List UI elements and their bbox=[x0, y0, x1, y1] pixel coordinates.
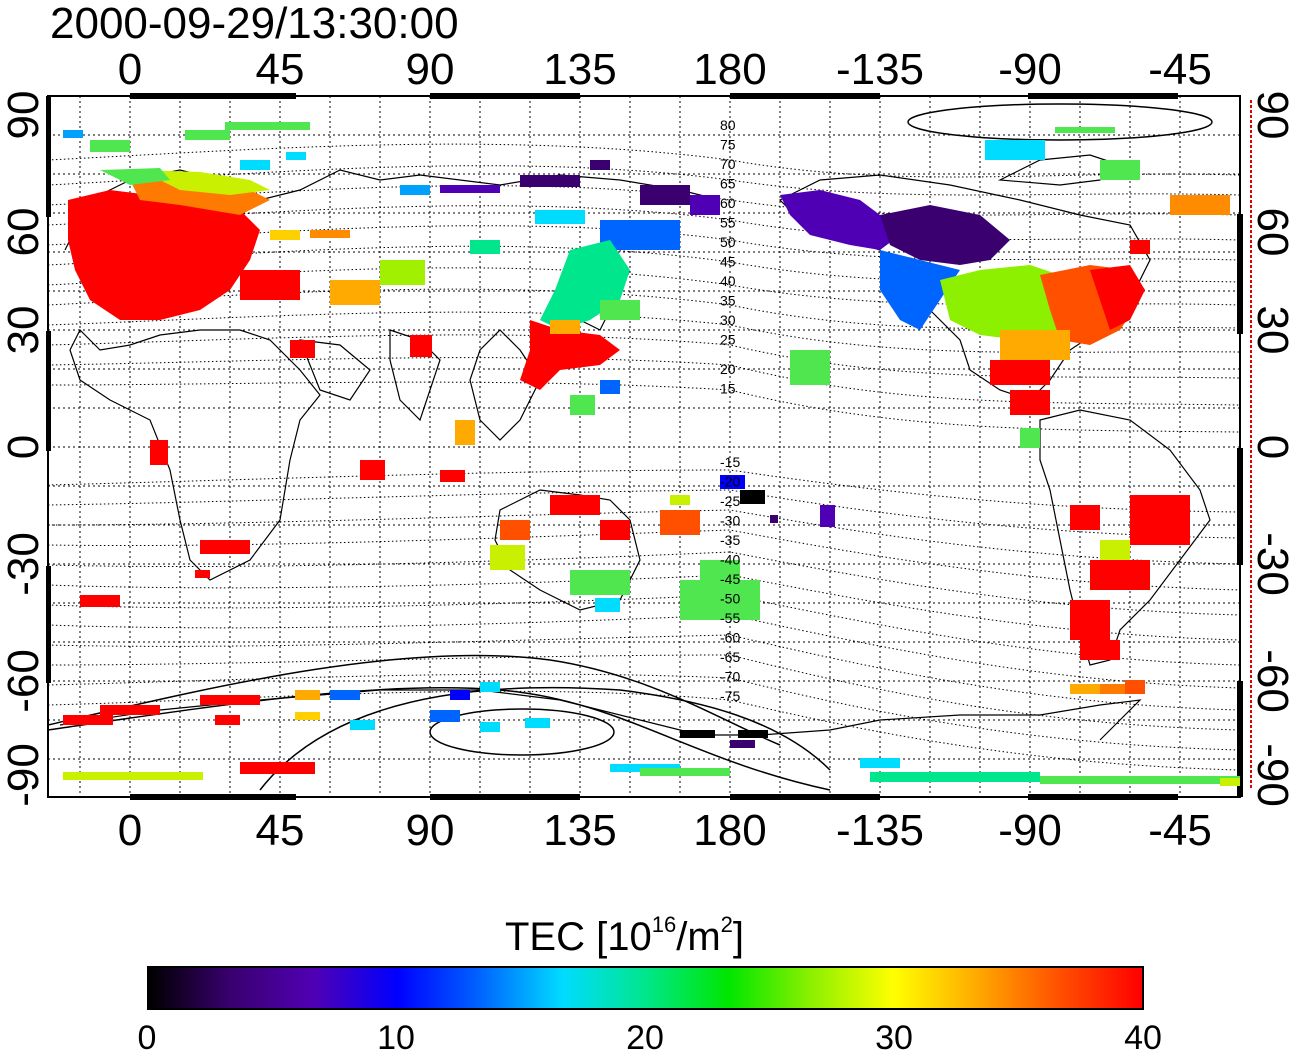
contour-label: 50 bbox=[720, 234, 736, 250]
x-tick-label-bottom: 180 bbox=[693, 806, 766, 855]
y-tick-label-right: -90 bbox=[1248, 743, 1292, 807]
y-tick-label-left: 90 bbox=[0, 91, 48, 140]
x-tick-label-top: 0 bbox=[118, 45, 142, 94]
y-tick-label-left: -30 bbox=[0, 532, 48, 596]
colorbar bbox=[147, 966, 1144, 1010]
contour-label: -55 bbox=[720, 610, 740, 626]
contour-label: -75 bbox=[720, 688, 740, 704]
contour-label: -45 bbox=[720, 571, 740, 587]
contour-label: 55 bbox=[720, 215, 736, 231]
colorbar-tick: 10 bbox=[377, 1019, 415, 1057]
x-tick-label-top: 45 bbox=[256, 45, 305, 94]
contour-label: -20 bbox=[720, 474, 740, 490]
x-tick-label-top: 90 bbox=[406, 45, 455, 94]
tec-map: 80 75 70 65 60 55 50 45 40 35 30 25 20 15 -15 -20 -25 -30… bbox=[0, 45, 1292, 855]
contour-label: 40 bbox=[720, 273, 736, 289]
contour-label: 65 bbox=[720, 176, 736, 192]
x-tick-label-bottom: 90 bbox=[406, 806, 455, 855]
colorbar-label-unit-exponent: 2 bbox=[720, 912, 733, 937]
y-tick-label-right: 60 bbox=[1248, 208, 1292, 257]
x-tick-label-bottom: -45 bbox=[1148, 806, 1212, 855]
contour-label: 20 bbox=[720, 361, 736, 377]
contour-label: -65 bbox=[720, 649, 740, 665]
y-tick-label-left: 30 bbox=[0, 306, 48, 355]
contour-labels: 80 75 70 65 60 55 50 45 40 35 30 25 20 15 -15 -20 -25 -30… bbox=[720, 117, 740, 704]
y-tick-labels-left: 90 60 30 0 -30 -60 -90 bbox=[0, 91, 48, 807]
colorbar-label-exponent: 16 bbox=[651, 912, 677, 937]
contour-label: 60 bbox=[720, 195, 736, 211]
x-tick-label-top: -135 bbox=[836, 45, 924, 94]
tec-data-patches bbox=[63, 122, 1240, 786]
y-tick-label-right: -30 bbox=[1248, 532, 1292, 596]
x-tick-label-top: -45 bbox=[1148, 45, 1212, 94]
x-tick-label-top: 135 bbox=[543, 45, 616, 94]
contour-label: -70 bbox=[720, 669, 740, 685]
contour-label: 70 bbox=[720, 156, 736, 172]
x-tick-label-bottom: 0 bbox=[118, 806, 142, 855]
y-tick-label-right: 0 bbox=[1248, 435, 1292, 459]
contour-label: 35 bbox=[720, 293, 736, 309]
y-tick-label-right: 30 bbox=[1248, 306, 1292, 355]
colorbar-tick: 40 bbox=[1124, 1019, 1162, 1057]
y-tick-label-left: -90 bbox=[0, 743, 48, 807]
colorbar-label-close: ] bbox=[732, 915, 745, 959]
x-tick-label-bottom: 135 bbox=[543, 806, 616, 855]
y-tick-label-left: 60 bbox=[0, 208, 48, 257]
colorbar-tick: 20 bbox=[626, 1019, 664, 1057]
colorbar-tick: 0 bbox=[137, 1019, 157, 1057]
contour-label: -40 bbox=[720, 552, 740, 568]
y-tick-label-right: -60 bbox=[1248, 649, 1292, 713]
contour-label: 15 bbox=[720, 381, 736, 397]
contour-label: 80 bbox=[720, 117, 736, 133]
colorbar-label-main: TEC [10 bbox=[505, 915, 652, 959]
contour-label: -60 bbox=[720, 630, 740, 646]
contour-label: -50 bbox=[720, 591, 740, 607]
contour-label: -25 bbox=[720, 493, 740, 509]
x-tick-labels-bottom: 0 45 90 135 180 -135 -90 -45 bbox=[118, 806, 1212, 855]
contour-label: -35 bbox=[720, 532, 740, 548]
x-tick-label-top: 180 bbox=[693, 45, 766, 94]
contour-label: 25 bbox=[720, 332, 736, 348]
contour-label: -30 bbox=[720, 513, 740, 529]
y-tick-label-right: 90 bbox=[1248, 91, 1292, 140]
x-tick-labels-top: 0 45 90 135 180 -135 -90 -45 bbox=[118, 45, 1212, 94]
x-tick-label-bottom: 45 bbox=[256, 806, 305, 855]
colorbar-tick: 30 bbox=[875, 1019, 913, 1057]
y-tick-labels-right: 90 60 30 0 -30 -60 -90 bbox=[1248, 91, 1292, 807]
contour-label: 30 bbox=[720, 312, 736, 328]
x-tick-label-bottom: -90 bbox=[998, 806, 1062, 855]
contour-label: 45 bbox=[720, 254, 736, 270]
x-tick-label-top: -90 bbox=[998, 45, 1062, 94]
contour-label: -15 bbox=[720, 454, 740, 470]
colorbar-label-unit: /m bbox=[676, 915, 721, 959]
contour-label: 75 bbox=[720, 137, 736, 153]
y-tick-label-left: 0 bbox=[0, 435, 48, 459]
colorbar-label: TEC [1016/m2] bbox=[505, 902, 744, 960]
map-title: 2000-09-29/13:30:00 bbox=[50, 0, 459, 48]
y-tick-label-left: -60 bbox=[0, 649, 48, 713]
x-tick-label-bottom: -135 bbox=[836, 806, 924, 855]
frame-bars bbox=[46, 93, 1243, 800]
